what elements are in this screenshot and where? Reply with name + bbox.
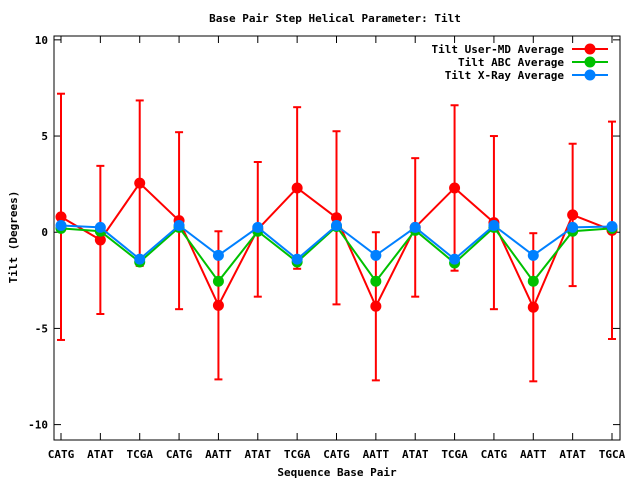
data-point: [409, 221, 421, 233]
x-tick-label: AATT: [363, 448, 390, 461]
data-point: [567, 221, 579, 233]
data-point: [212, 249, 224, 261]
data-point: [331, 219, 342, 231]
data-point: [134, 253, 146, 265]
legend-label: Tilt User-MD Average: [432, 43, 565, 56]
y-axis-label: Tilt (Degrees): [7, 191, 20, 284]
x-axis-label: Sequence Base Pair: [277, 466, 397, 479]
x-tick-label: ATAT: [559, 448, 586, 461]
y-tick-label: -5: [35, 322, 48, 335]
data-point: [94, 221, 106, 233]
x-tick-label: ATAT: [402, 448, 429, 461]
data-point: [55, 219, 67, 231]
chart-title: Base Pair Step Helical Parameter: Tilt: [209, 12, 461, 25]
x-tick-label: TCGA: [284, 448, 311, 461]
data-point: [370, 275, 382, 287]
y-tick-label: -10: [28, 419, 48, 432]
legend-swatch-point: [584, 43, 596, 55]
data-point: [567, 209, 579, 221]
data-point: [291, 182, 303, 194]
y-tick-label: 5: [41, 130, 48, 143]
legend-swatch-point: [584, 69, 596, 81]
data-point: [94, 234, 106, 246]
data-point: [291, 253, 303, 265]
x-tick-label: AATT: [205, 448, 232, 461]
x-tick-label: TCGA: [441, 448, 468, 461]
x-tick-label: CATG: [48, 448, 75, 461]
data-point: [173, 219, 185, 231]
data-point: [212, 299, 224, 311]
data-point: [527, 249, 539, 261]
y-tick-label: 10: [35, 34, 48, 47]
data-point: [370, 249, 382, 261]
x-tick-label: TCGA: [126, 448, 153, 461]
data-point: [527, 275, 539, 287]
data-point: [134, 177, 146, 189]
series-3: [55, 219, 618, 265]
legend-label: Tilt ABC Average: [458, 56, 564, 69]
x-tick-label: CATG: [481, 448, 508, 461]
data-point: [331, 212, 342, 224]
data-point: [488, 219, 500, 231]
x-tick-label: AATT: [520, 448, 547, 461]
data-point: [527, 301, 539, 313]
x-tick-label: CATG: [323, 448, 350, 461]
axis-ticks: 10 5 0 -5 -10 CATG ATAT TCGA CATG AATT ATAT TCGA CAT…: [28, 34, 625, 461]
x-tick-label: ATAT: [87, 448, 114, 461]
x-tick-label: ATAT: [245, 448, 272, 461]
legend-swatch-point: [584, 56, 596, 68]
data-point: [252, 221, 264, 233]
x-tick-label: CATG: [166, 448, 193, 461]
data-point: [606, 220, 618, 232]
data-point: [449, 253, 461, 265]
x-tick-label: TGCA: [599, 448, 626, 461]
y-tick-label: 0: [41, 226, 48, 239]
legend-label: Tilt X-Ray Average: [445, 69, 565, 82]
data-point: [212, 275, 224, 287]
series-layer: [55, 92, 618, 383]
data-point: [55, 211, 67, 223]
data-point: [370, 300, 382, 312]
data-point: [449, 182, 461, 194]
